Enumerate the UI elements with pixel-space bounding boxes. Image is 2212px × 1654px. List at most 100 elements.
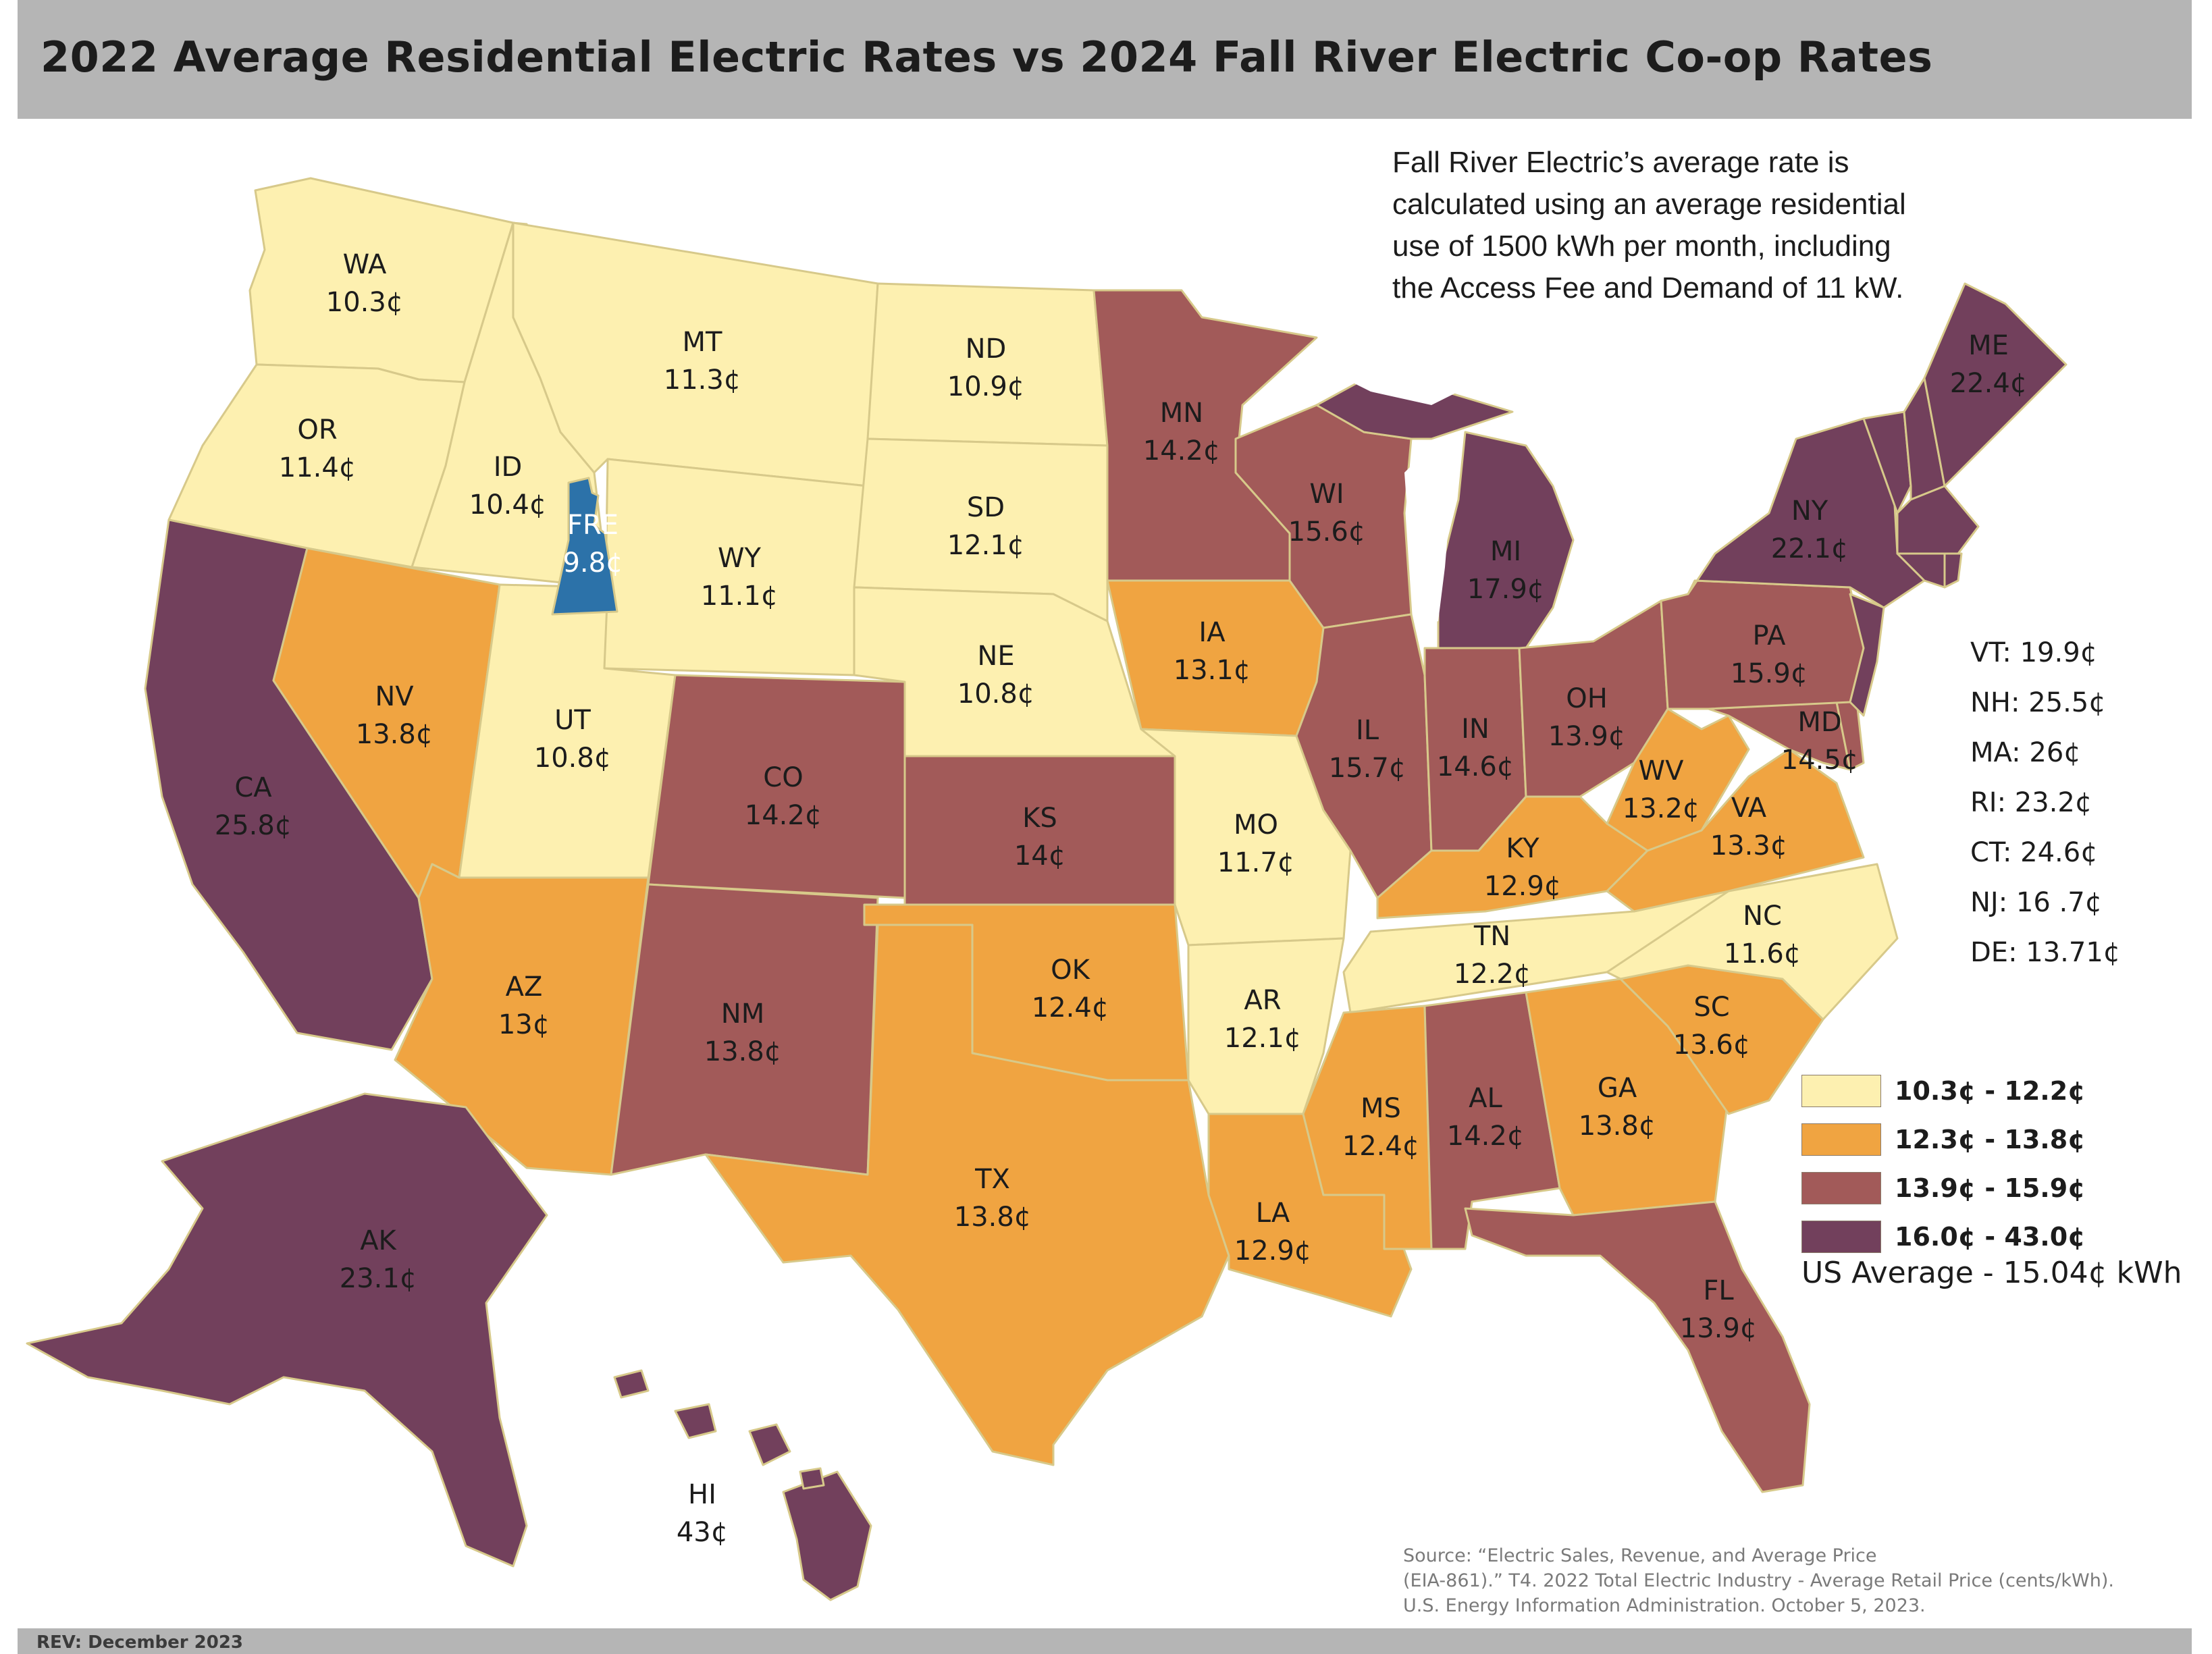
state-label-HI: HI 43¢ — [677, 1476, 728, 1551]
small-state-item: VT: 19.9¢ — [1970, 637, 2098, 668]
state-abbr: AL — [1469, 1083, 1502, 1114]
state-abbr: NE — [977, 641, 1015, 672]
source-citation: Source: “Electric Sales, Revenue, and Av… — [1403, 1543, 2114, 1618]
note-line: the Access Fee and Demand of 11 kW. — [1392, 271, 1904, 304]
state-WV[interactable] — [1606, 708, 1750, 852]
footer-bar — [18, 1628, 2192, 1654]
state-rate: 14.5¢ — [1781, 745, 1859, 776]
source-line: (EIA-861).” T4. 2022 Total Electric Indu… — [1403, 1570, 2114, 1591]
legend-label: 10.3¢ - 12.2¢ — [1895, 1076, 2086, 1106]
state-label-NY: NY 22.1¢ — [1771, 492, 1849, 568]
state-RI[interactable] — [1943, 552, 1963, 589]
lake-superior — [1317, 338, 1485, 405]
state-rate: 13.8¢ — [953, 1202, 1032, 1233]
rate-note: Fall River Electric’s average rate is ca… — [1392, 142, 1906, 309]
state-NC[interactable] — [1606, 863, 1899, 1021]
note-line: use of 1500 kWh per month, including — [1392, 230, 1891, 263]
state-abbr: OH — [1566, 683, 1608, 714]
fre-rate: 9.8¢ — [562, 548, 623, 579]
state-label-NE: NE 10.8¢ — [957, 637, 1035, 713]
state-label-WA: WA 10.3¢ — [326, 246, 404, 321]
state-rate: 13¢ — [498, 1009, 550, 1040]
state-MI[interactable] — [1437, 431, 1575, 649]
state-abbr: LA — [1255, 1198, 1290, 1229]
state-rate: 15.9¢ — [1730, 658, 1808, 689]
state-label-MO: MO 11.7¢ — [1217, 806, 1295, 882]
state-AK[interactable] — [26, 1092, 548, 1568]
state-abbr: MO — [1233, 809, 1278, 841]
state-abbr: SC — [1693, 992, 1730, 1023]
legend-item: 13.9¢ - 15.9¢ — [1801, 1164, 2086, 1212]
state-label-TX: TX 13.8¢ — [954, 1161, 1032, 1236]
state-label-GA: GA 13.8¢ — [1579, 1069, 1656, 1145]
state-rate: 22.4¢ — [1949, 368, 2028, 399]
note-line: calculated using an average residential — [1392, 188, 1906, 221]
state-abbr: ME — [1968, 330, 2009, 361]
state-abbr: TX — [975, 1164, 1010, 1195]
state-label-CO: CO 14.2¢ — [745, 759, 822, 834]
state-HI-oahu[interactable] — [674, 1403, 717, 1439]
state-abbr: PA — [1752, 620, 1786, 651]
state-HI-maui[interactable] — [748, 1423, 791, 1466]
legend-swatch — [1801, 1172, 1881, 1204]
state-label-WI: WI 15.6¢ — [1288, 475, 1366, 551]
state-rate: 11.7¢ — [1217, 847, 1295, 878]
state-abbr: KY — [1506, 833, 1539, 864]
state-rate: 13.8¢ — [704, 1036, 782, 1067]
state-rate: 11.1¢ — [700, 581, 779, 612]
state-abbr: NM — [720, 998, 765, 1030]
state-rate: 12.1¢ — [947, 530, 1025, 561]
state-MA[interactable] — [1896, 485, 1980, 555]
state-abbr: WI — [1309, 479, 1344, 510]
state-label-NM: NM 13.8¢ — [704, 995, 782, 1071]
state-HI[interactable] — [782, 1470, 872, 1601]
state-label-WV: WV 13.2¢ — [1623, 752, 1700, 828]
state-abbr: OR — [297, 415, 338, 446]
state-FL[interactable] — [1464, 1200, 1811, 1493]
state-HI-islet-1[interactable] — [799, 1467, 825, 1490]
state-rate: 13.2¢ — [1622, 793, 1700, 824]
state-rate: 11.3¢ — [663, 365, 741, 396]
source-line: U.S. Energy Information Administration. … — [1403, 1595, 1926, 1616]
state-abbr: KS — [1022, 803, 1057, 834]
state-label-KS: KS 14¢ — [1014, 799, 1065, 875]
state-abbr: TN — [1473, 921, 1511, 952]
state-abbr: IL — [1355, 715, 1379, 746]
state-label-IA: IA 13.1¢ — [1174, 614, 1251, 689]
state-label-AZ: AZ 13¢ — [498, 968, 550, 1044]
state-label-AK: AK 23.1¢ — [340, 1222, 417, 1298]
state-label-TN: TN 12.2¢ — [1454, 917, 1531, 993]
state-rate: 25.8¢ — [214, 810, 292, 841]
small-states-list: VT: 19.9¢ NH: 25.5¢ MA: 26¢ RI: 23.2¢ CT… — [1970, 628, 2120, 978]
title-bar — [18, 0, 2192, 119]
state-label-KY: KY 12.9¢ — [1484, 830, 1562, 905]
state-rate: 10.9¢ — [947, 371, 1025, 402]
state-abbr: SD — [966, 492, 1005, 523]
fre-territory[interactable] — [551, 477, 618, 616]
state-label-MS: MS 12.4¢ — [1342, 1090, 1420, 1165]
state-abbr: MN — [1159, 398, 1204, 429]
state-abbr: MT — [682, 327, 722, 358]
state-rate: 13.8¢ — [355, 719, 433, 750]
state-rate: 14.2¢ — [744, 800, 822, 831]
state-abbr: NY — [1791, 496, 1828, 527]
state-label-SD: SD 12.1¢ — [947, 489, 1025, 564]
state-abbr: OK — [1051, 955, 1090, 986]
state-label-AR: AR 12.1¢ — [1224, 982, 1302, 1057]
state-TX[interactable] — [704, 924, 1230, 1466]
state-HI-kauai[interactable] — [613, 1369, 650, 1399]
state-rate: 13.3¢ — [1710, 830, 1788, 861]
legend-item: 10.3¢ - 12.2¢ — [1801, 1067, 2086, 1115]
state-abbr: NV — [375, 681, 414, 712]
revision-date: REV: December 2023 — [36, 1632, 244, 1653]
state-label-SC: SC 13.6¢ — [1673, 988, 1751, 1064]
state-rate: 14.2¢ — [1446, 1121, 1525, 1152]
state-ME[interactable] — [1923, 282, 2068, 487]
state-rate: 23.1¢ — [339, 1263, 417, 1294]
state-abbr: NC — [1743, 901, 1782, 932]
state-label-NV: NV 13.8¢ — [356, 678, 433, 753]
us-average: US Average - 15.04¢ kWh — [1801, 1256, 2182, 1290]
legend-label: 12.3¢ - 13.8¢ — [1895, 1125, 2086, 1154]
state-label-ND: ND 10.9¢ — [947, 330, 1025, 406]
